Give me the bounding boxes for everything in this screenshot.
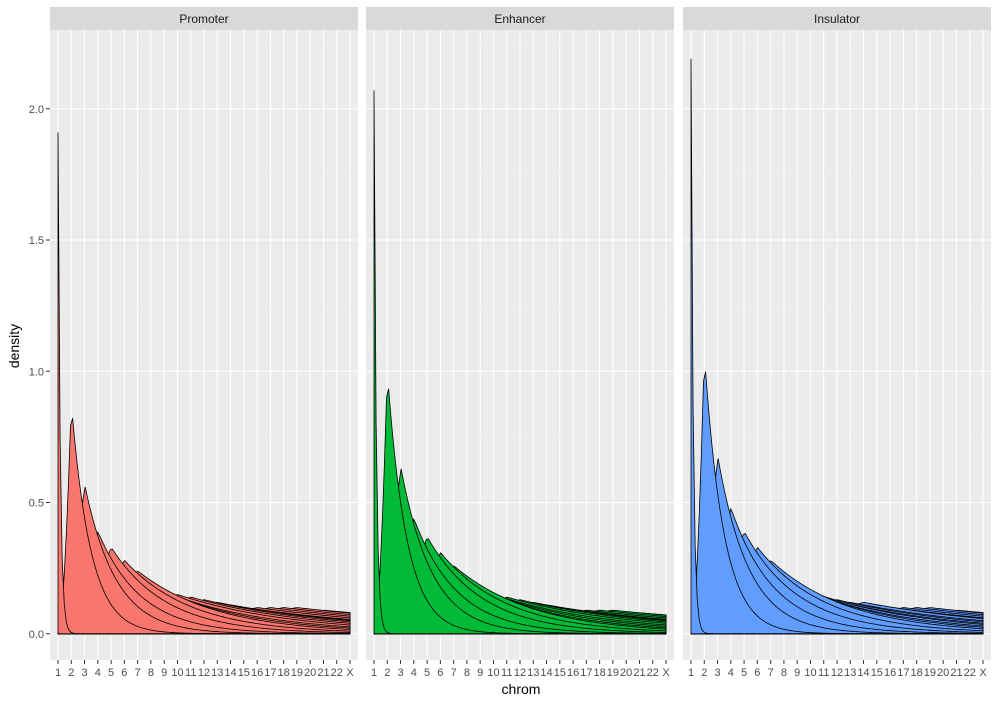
x-tick-label: 16	[884, 667, 896, 679]
x-tick-label: 3	[81, 667, 87, 679]
x-tick-label: 7	[135, 667, 141, 679]
x-tick-label: 13	[527, 667, 539, 679]
x-tick-label: 1	[688, 667, 694, 679]
y-tick-label: 0.5	[29, 498, 44, 510]
x-tick-label: 20	[937, 667, 949, 679]
x-tick-label: 14	[224, 667, 236, 679]
x-tick-label: 9	[477, 667, 483, 679]
x-tick-label: 19	[291, 667, 303, 679]
x-tick-label: 3	[714, 667, 720, 679]
x-tick-label: 10	[804, 667, 816, 679]
x-tick-label: 21	[317, 667, 329, 679]
x-axis-title: chrom	[502, 681, 541, 697]
x-tick-label: 17	[580, 667, 592, 679]
facet-strip	[50, 7, 358, 30]
x-tick-label: 8	[148, 667, 154, 679]
x-tick-label: 22	[331, 667, 343, 679]
x-tick-label: 8	[464, 667, 470, 679]
x-tick-label: 21	[950, 667, 962, 679]
x-tick-label: 13	[844, 667, 856, 679]
facet-strip	[366, 7, 674, 30]
x-tick-label: 2	[384, 667, 390, 679]
x-tick-label: 4	[728, 667, 734, 679]
x-tick-label: 19	[607, 667, 619, 679]
facet-strip-label: Insulator	[814, 12, 860, 26]
x-tick-label: 16	[567, 667, 579, 679]
x-tick-label: 9	[161, 667, 167, 679]
y-tick-label: 2.0	[29, 104, 44, 116]
x-tick-label: 15	[554, 667, 566, 679]
x-tick-label: 10	[487, 667, 499, 679]
x-tick-label: 6	[754, 667, 760, 679]
x-tick-label: X	[979, 667, 987, 679]
x-tick-label: 1	[371, 667, 377, 679]
x-tick-label: 19	[924, 667, 936, 679]
y-tick-label: 1.0	[29, 366, 44, 378]
x-tick-label: 9	[794, 667, 800, 679]
x-tick-label: 5	[741, 667, 747, 679]
x-tick-label: 14	[857, 667, 869, 679]
x-tick-label: 1	[55, 667, 61, 679]
x-tick-label: 10	[171, 667, 183, 679]
y-axis: 0.0 0.5 1.0 1.5 2.0	[29, 104, 50, 641]
x-tick-label: 7	[768, 667, 774, 679]
x-tick-label: 6	[121, 667, 127, 679]
x-tick-label: 17	[264, 667, 276, 679]
x-tick-label: 16	[251, 667, 263, 679]
x-tick-label: 5	[424, 667, 430, 679]
x-tick-label: 11	[185, 667, 196, 679]
x-tick-label: 13	[211, 667, 223, 679]
x-tick-label: 12	[514, 667, 526, 679]
facet-strip-label: Enhancer	[494, 12, 545, 26]
facet-strip	[683, 7, 991, 30]
density-curve-chrom-1	[57, 132, 350, 635]
x-tick-label: 15	[871, 667, 883, 679]
density-curve-chrom-1	[690, 58, 983, 635]
x-tick-label: 22	[964, 667, 976, 679]
x-tick-label: 8	[781, 667, 787, 679]
x-tick-label: 14	[540, 667, 552, 679]
x-tick-label: 18	[911, 667, 923, 679]
x-tick-label: 2	[701, 667, 707, 679]
facet-strip-label: Promoter	[179, 12, 228, 26]
x-tick-label: 20	[620, 667, 632, 679]
y-tick-label: 1.5	[29, 235, 44, 247]
x-tick-label: 12	[831, 667, 843, 679]
x-tick-label: 15	[238, 667, 250, 679]
x-tick-label: 4	[95, 667, 101, 679]
y-tick-label: 0.0	[29, 629, 44, 641]
density-curve-chrom-1	[373, 90, 666, 635]
x-tick-label: 11	[818, 667, 829, 679]
x-tick-label: 4	[411, 667, 417, 679]
x-tick-label: 5	[108, 667, 114, 679]
x-tick-label: 7	[451, 667, 457, 679]
x-tick-label: 22	[647, 667, 659, 679]
x-tick-label: 20	[304, 667, 316, 679]
x-tick-label: X	[662, 667, 670, 679]
x-tick-label: 12	[198, 667, 210, 679]
x-tick-label: 2	[68, 667, 74, 679]
x-tick-label: 11	[501, 667, 512, 679]
x-tick-label: 18	[594, 667, 606, 679]
y-axis-title: density	[6, 324, 22, 368]
x-tick-label: 17	[897, 667, 909, 679]
x-tick-label: 21	[633, 667, 645, 679]
x-tick-label: 3	[397, 667, 403, 679]
x-tick-label: 6	[437, 667, 443, 679]
x-tick-label: 18	[278, 667, 290, 679]
x-tick-label: X	[346, 667, 354, 679]
